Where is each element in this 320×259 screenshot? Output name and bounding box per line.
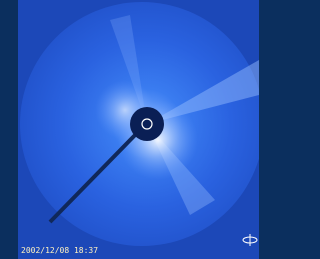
coronagraph-image: 2002/12/08 18:37	[0, 0, 259, 259]
occulter-disk	[130, 107, 164, 141]
left-border	[0, 0, 18, 259]
page: 2002/12/08 18:37 (() => { const data = J…	[0, 0, 259, 259]
timestamp: 2002/12/08 18:37	[21, 246, 98, 255]
